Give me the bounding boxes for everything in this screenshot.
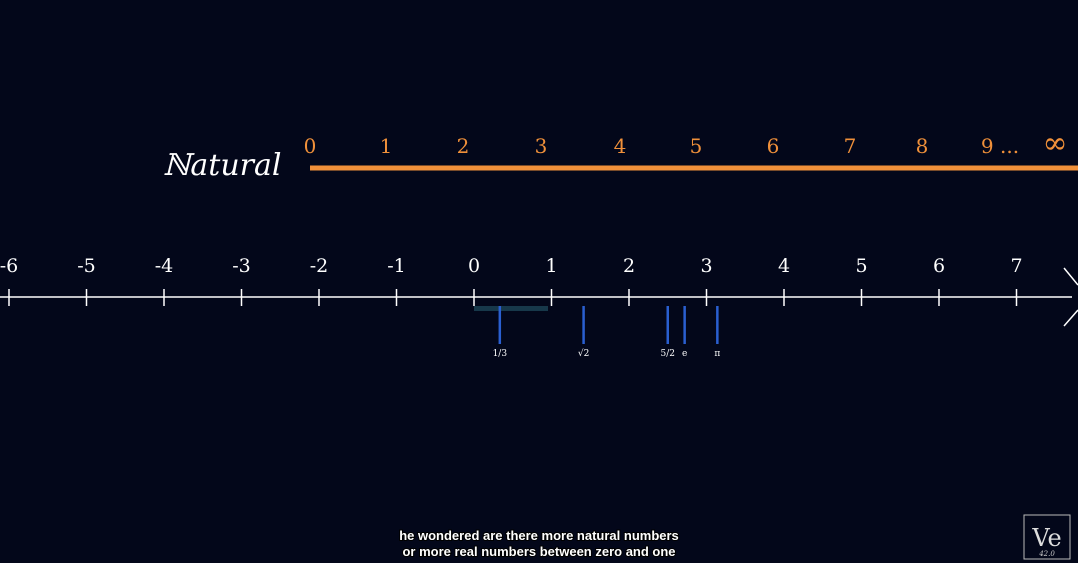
natural-number: 7 [844, 134, 857, 158]
tick-label: -6 [0, 255, 18, 277]
tick-label: 7 [1010, 255, 1022, 277]
tick-label: 4 [778, 255, 790, 277]
natural-number: 2 [457, 134, 470, 158]
tick-label: -2 [310, 255, 329, 277]
natural-label: ℕatural [163, 148, 282, 183]
caption-line: or more real numbers between zero and on… [402, 544, 675, 559]
marker-label: e [682, 349, 687, 359]
natural-number: 5 [690, 134, 703, 158]
marker-label: π [714, 349, 720, 359]
natural-number: 4 [614, 134, 627, 158]
logo-version: 42.0 [1038, 550, 1055, 558]
logo-box [1023, 514, 1071, 560]
natural-number: 3 [535, 134, 548, 158]
tick-label: 0 [468, 255, 480, 277]
tick-label: -4 [155, 255, 174, 277]
tick-label: -5 [77, 255, 96, 277]
marker-label: √2 [578, 348, 589, 359]
tick-label: 3 [700, 255, 712, 277]
caption-line: he wondered are there more natural numbe… [399, 528, 679, 543]
logo-mark: Ve [1031, 524, 1061, 552]
natural-number: 9 ... [981, 134, 1019, 158]
arrow-head [1063, 267, 1078, 286]
tick-label: 6 [933, 255, 945, 277]
tick-label: -3 [232, 255, 251, 277]
natural-number: 0 [304, 134, 317, 158]
marker-label: 5/2 [661, 349, 675, 359]
natural-number: 8 [916, 134, 929, 158]
natural-number: 1 [380, 134, 393, 158]
tick-label: 2 [623, 255, 635, 277]
natural-number: ∞ [1043, 126, 1068, 161]
arrow-head [1063, 309, 1078, 327]
natural-number: 6 [767, 134, 780, 158]
tick-label: -1 [387, 255, 406, 277]
marker-label: 1/3 [493, 349, 508, 359]
unit-interval [474, 306, 548, 311]
tick-label: 1 [545, 255, 557, 277]
tick-label: 5 [855, 255, 867, 277]
